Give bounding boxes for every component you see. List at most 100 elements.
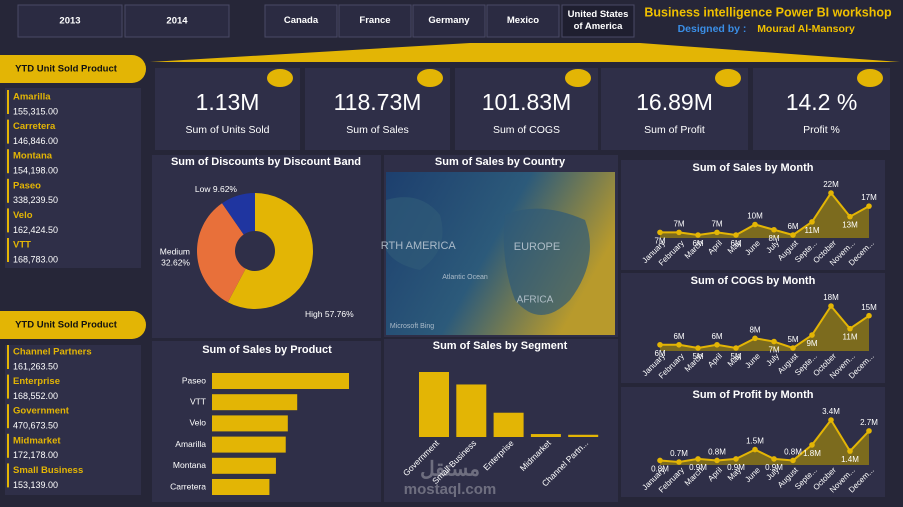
data-label: 2.7M [860, 418, 878, 427]
line-point [866, 428, 872, 434]
ytd-name: Small Business [13, 465, 83, 476]
data-label: 11M [843, 333, 858, 342]
pie-value-label: 9.62% [213, 184, 238, 194]
country-label-box: United States of America [568, 9, 629, 32]
bar-category: Montana [173, 460, 206, 470]
data-label: 3.4M [822, 407, 840, 416]
kpi-value: 16.89M [636, 89, 713, 115]
bar [530, 434, 561, 437]
data-label: 1.5M [746, 437, 764, 446]
line-point [695, 232, 701, 238]
kpi-label: Sum of COGS [493, 124, 560, 136]
ytd-marker [7, 208, 9, 233]
data-label: 22M [823, 180, 839, 189]
map-title: Sum of Sales by Country [435, 156, 566, 168]
chart-title: Sum of COGS by Month [691, 275, 816, 287]
pie-value-label: 57.76% [325, 309, 354, 319]
ytd-name: Montana [13, 151, 53, 162]
data-label: 6M [711, 332, 722, 341]
line-point [847, 213, 853, 220]
country-label-box: Mexico [507, 15, 539, 26]
line-point [866, 312, 872, 319]
country-label-box: France [359, 15, 390, 26]
kpi-value: 1.13M [196, 89, 260, 115]
ytd-tab [0, 55, 146, 83]
year-slicer[interactable] [17, 4, 123, 38]
country-slicer[interactable] [264, 4, 338, 38]
data-label: 18M [823, 293, 839, 302]
bar [493, 412, 524, 437]
bar-category: Paseo [182, 375, 206, 385]
pie-slice [222, 193, 255, 235]
ytd-value: 153,139.00 [13, 480, 58, 490]
kpi-label: Sum of Profit [644, 124, 705, 136]
line-point [733, 345, 739, 351]
pie-category: Medium [160, 246, 190, 256]
line-point [752, 335, 758, 342]
line-point [771, 456, 777, 462]
data-label: 7M [654, 236, 665, 245]
country-slicer[interactable] [412, 4, 486, 38]
line-point [847, 448, 853, 454]
line-point [695, 345, 701, 351]
kpi-badge [715, 69, 741, 87]
ytd-name: VTT [13, 240, 31, 251]
ytd-name: Amarilla [13, 92, 51, 103]
pie-value-label: 32.62% [161, 257, 190, 267]
ytd-value: 146,846.00 [13, 136, 58, 146]
ytd-value: 155,315.00 [13, 106, 58, 116]
ytd-marker [7, 178, 9, 203]
ytd-name: Carretera [13, 121, 56, 132]
ytd-value: 168,552.00 [13, 391, 58, 401]
ytd-list [5, 88, 141, 268]
kpi-label: Profit % [803, 124, 840, 136]
watermark: mostaql.com [404, 481, 497, 498]
ytd-marker [7, 90, 9, 114]
pie-slice [197, 203, 246, 303]
line-area [660, 193, 869, 238]
watermark: مستقل [420, 458, 480, 480]
data-label: 15M [861, 303, 877, 312]
line-area [660, 306, 869, 351]
country-slicer[interactable] [486, 4, 560, 38]
data-label: 7M [673, 219, 684, 228]
line-point [771, 338, 777, 345]
header-swoosh [150, 43, 900, 62]
country-slicer[interactable] [338, 4, 412, 38]
data-label: 6M [730, 239, 741, 248]
header-title: Business intelligence Power BI workshop [644, 5, 892, 19]
country-label-box: Germany [428, 15, 470, 26]
pie-label: Low 9.62% [195, 184, 238, 194]
ytd-name: Channel Partners [13, 347, 92, 358]
line-point [733, 232, 739, 238]
ytd-tab [0, 311, 146, 339]
ytd-marker [7, 119, 9, 144]
chart-title: Sum of Profit by Month [693, 389, 814, 401]
line [660, 304, 870, 350]
country-label: Germany [428, 15, 470, 26]
ytd-name: Government [13, 406, 70, 417]
year-slicer[interactable] [124, 4, 230, 38]
data-label: 6M [692, 239, 703, 248]
ytd-marker [7, 374, 9, 399]
country-label: Canada [283, 15, 319, 26]
line-point [790, 232, 796, 238]
data-label: 0.7M [670, 449, 688, 458]
year-label: 2014 [166, 16, 188, 27]
data-label: 0.8M [708, 448, 726, 457]
map-label: AFRICA [517, 295, 554, 306]
bar-category: Amarilla [175, 439, 206, 449]
author: Mourad Al-Mansory [757, 23, 855, 35]
country-slicer[interactable] [561, 4, 635, 38]
kpi-badge [857, 69, 883, 87]
ytd-marker [7, 345, 9, 369]
line-point [714, 341, 720, 348]
ytd-title: YTD Unit Sold Product [15, 64, 118, 75]
data-label: 9M [806, 339, 817, 348]
data-label: 11M [805, 226, 820, 235]
ytd-title: YTD Unit Sold Product [15, 320, 118, 331]
map-label: Microsoft Bing [390, 323, 434, 330]
bar [456, 384, 487, 437]
data-label: 0.8M [651, 465, 669, 474]
ytd-value: 162,424.50 [13, 225, 58, 235]
